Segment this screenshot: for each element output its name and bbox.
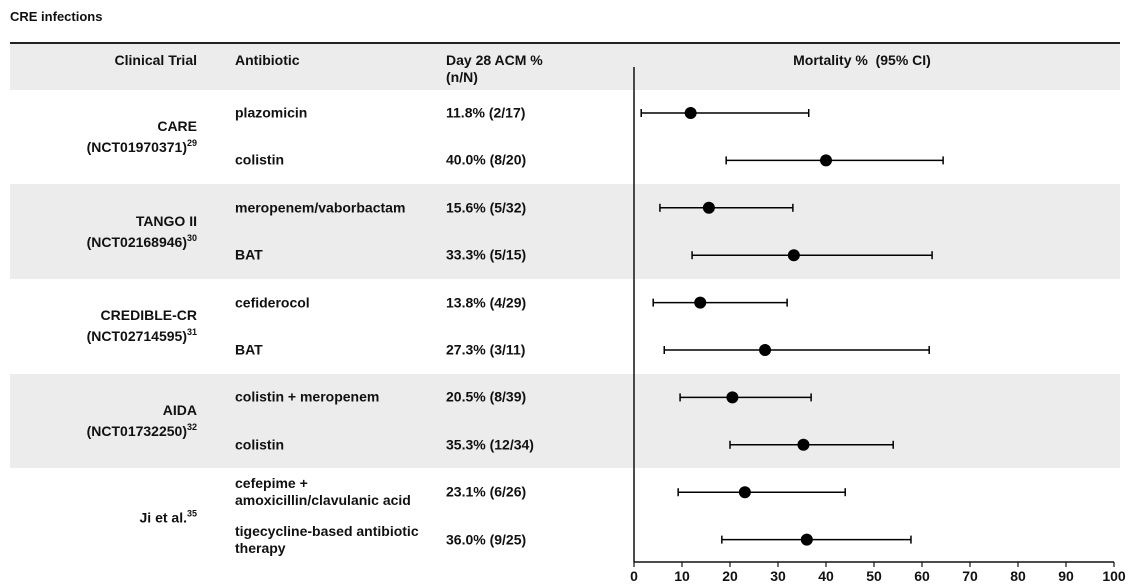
x-tick-label: 90	[1058, 568, 1074, 584]
trial-label: AIDA	[162, 402, 197, 419]
column-header: Day 28 ACM % (n/N)	[446, 52, 543, 85]
acm-label: 15.6% (5/32)	[446, 199, 527, 216]
chart-title: CRE infections	[10, 9, 103, 24]
point-estimate	[820, 154, 832, 167]
trial-registry: (NCT01732250)	[86, 422, 187, 439]
antibiotic: meropenem/vaborbactam	[235, 199, 406, 216]
acm-label: 33.3% (5/15)	[446, 246, 527, 263]
acm-label: 27.3% (3/11)	[446, 341, 526, 358]
antibiotic: colistin	[235, 436, 285, 453]
trial-label: TANGO II	[135, 212, 197, 229]
point-estimate	[702, 201, 715, 214]
x-tick-label: 0	[630, 568, 638, 584]
x-tick-label: 60	[914, 568, 930, 584]
group-band	[10, 373, 1120, 469]
reference: 30	[186, 232, 197, 243]
acm-label: 23.1% (6/26)	[446, 483, 527, 500]
reference: 32	[186, 422, 197, 433]
x-tick-label: 40	[818, 568, 834, 584]
x-tick-label: 70	[962, 568, 978, 584]
trial-name: AIDA (NCT01732250)32	[7, 402, 197, 440]
reference: 31	[186, 327, 197, 338]
x-tick-label: 30	[770, 568, 786, 584]
antibiotic: BAT	[235, 341, 263, 358]
antibiotic: cefepime + amoxicillin/clavulanic acid	[235, 475, 411, 509]
column-header: Clinical Trial	[114, 52, 197, 68]
point-estimate	[694, 296, 707, 309]
reference: 29	[186, 137, 197, 148]
trial-name: CARE (NCT01970371)29	[7, 118, 197, 156]
group-band	[10, 184, 1120, 279]
trial-label: CARE	[157, 117, 197, 134]
point-estimate	[787, 249, 800, 262]
antibiotic: tigecycline-based antibiotic therapy	[235, 522, 419, 556]
header-rule	[10, 42, 1120, 44]
trial-name: CREDIBLE-CR (NCT02714595)31	[7, 307, 197, 345]
trial-registry: (NCT02168946)	[86, 233, 187, 250]
x-tick-label: 50	[866, 568, 882, 584]
point-estimate	[738, 486, 751, 499]
acm-label: 36.0% (9/25)	[446, 531, 527, 548]
header-band	[10, 44, 1120, 90]
antibiotic: plazomicin	[235, 104, 308, 121]
antibiotic: cefiderocol	[235, 294, 310, 311]
x-tick-label: 20	[722, 568, 738, 584]
column-header: Mortality % (95% CI)	[793, 52, 931, 68]
acm-label: 40.0% (8/20)	[446, 151, 527, 168]
acm-label: 13.8% (4/29)	[446, 294, 527, 311]
antibiotic: BAT	[235, 246, 263, 263]
point-estimate	[726, 391, 739, 404]
point-estimate	[797, 438, 810, 451]
acm-label: 35.3% (12/34)	[446, 436, 534, 453]
x-tick-label: 10	[674, 568, 690, 584]
trial-label: CREDIBLE-CR	[100, 307, 197, 324]
point-estimate	[759, 344, 772, 356]
x-tick-label: 100	[1102, 568, 1126, 584]
point-estimate	[684, 107, 697, 119]
trial-registry: (NCT02714595)	[86, 328, 187, 345]
reference: 35	[186, 508, 197, 519]
antibiotic: colistin + meropenem	[235, 388, 380, 405]
x-tick-label: 80	[1010, 568, 1026, 584]
point-estimate	[800, 533, 813, 546]
antibiotic: colistin	[235, 151, 285, 168]
column-header: Antibiotic	[235, 52, 300, 68]
trial-name: TANGO II (NCT02168946)30	[7, 213, 197, 251]
trial-registry: (NCT01970371)	[86, 138, 187, 155]
acm-label: 20.5% (8/39)	[446, 388, 527, 405]
trial-name: Ji et al.35	[7, 506, 197, 527]
acm-label: 11.8% (2/17)	[446, 104, 526, 121]
trial-label: Ji et al.	[139, 509, 187, 526]
